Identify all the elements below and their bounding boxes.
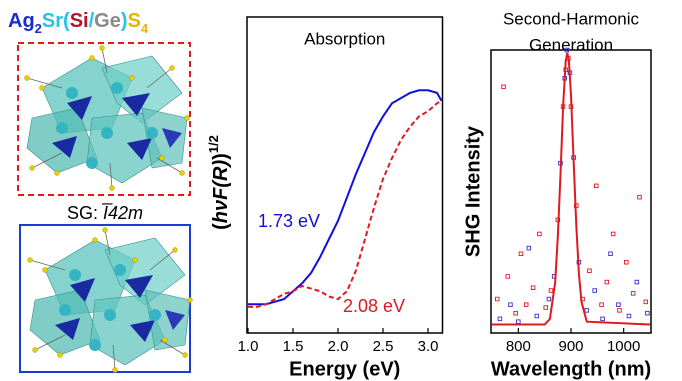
formula-part: S xyxy=(128,10,141,32)
data-point xyxy=(625,260,629,264)
data-point xyxy=(631,292,635,296)
data-point xyxy=(588,269,592,273)
formula-part: 4 xyxy=(141,21,149,36)
data-point xyxy=(609,252,613,256)
x-axis-label: Wavelength (nm) xyxy=(491,358,651,380)
x-tick-label: 2.0 xyxy=(328,338,349,355)
data-point xyxy=(594,184,598,188)
data-point xyxy=(538,232,542,236)
y-axis-label-part: 1/2 xyxy=(206,135,221,153)
space-group: SG: I̅42m xyxy=(67,203,143,223)
x-tick-label: 1.0 xyxy=(238,338,259,355)
space-group-symbol: I̅42m xyxy=(101,203,143,223)
y-axis-label: SHG Intensity xyxy=(462,125,484,257)
data-point xyxy=(544,306,548,310)
space-group-prefix: SG: xyxy=(67,203,98,223)
data-point xyxy=(600,303,604,307)
data-point xyxy=(524,303,528,307)
data-point xyxy=(514,311,518,315)
data-point xyxy=(495,297,499,301)
data-point xyxy=(635,280,639,284)
data-point xyxy=(547,297,551,301)
crystal-image xyxy=(28,228,193,373)
chart-title: Second-Harmonic xyxy=(503,9,640,28)
series-line xyxy=(248,90,442,304)
data-point xyxy=(509,303,513,307)
formula-part: 2 xyxy=(35,21,42,36)
formula-part: Sr xyxy=(42,10,63,32)
data-point xyxy=(502,85,506,89)
page: Ag2Sr(Si/Ge)S4 SG: I̅42m Absorption1.01.… xyxy=(0,0,682,381)
y-axis-label: (hνF(R))1/2 xyxy=(206,135,232,230)
formula-part: Si xyxy=(70,10,89,32)
data-point xyxy=(644,300,648,304)
x-tick-label: 3.0 xyxy=(418,338,439,355)
y-axis-label-part: hνF(R) xyxy=(210,160,232,224)
annotation: 2.08 eV xyxy=(343,296,405,316)
data-point xyxy=(585,309,589,313)
data-point xyxy=(506,275,510,279)
data-point xyxy=(498,317,502,321)
formula-part: Ag xyxy=(8,10,35,32)
data-point xyxy=(638,195,642,199)
formula-part: Ge xyxy=(94,10,121,32)
y-axis-label-part: ) xyxy=(210,153,232,160)
series-line xyxy=(492,53,650,325)
x-tick-label: 1000 xyxy=(607,338,640,355)
x-axis-label: Energy (eV) xyxy=(289,358,400,380)
data-point xyxy=(517,320,521,324)
crystal-image xyxy=(25,46,190,191)
data-point xyxy=(531,286,535,290)
data-point xyxy=(646,311,650,315)
chart-title: Generation xyxy=(529,35,613,54)
x-tick-label: 900 xyxy=(558,338,583,355)
chart-title: Absorption xyxy=(304,29,385,48)
data-point xyxy=(519,252,523,256)
data-point xyxy=(527,246,531,250)
data-point xyxy=(535,314,539,318)
data-point xyxy=(611,232,615,236)
x-tick-label: 2.5 xyxy=(373,338,394,355)
data-point xyxy=(593,289,597,293)
plot-frame xyxy=(247,17,443,333)
data-point xyxy=(618,309,622,313)
annotation: 1.73 eV xyxy=(258,211,320,231)
formula-part: ) xyxy=(121,10,128,32)
data-point xyxy=(627,314,631,318)
data-point xyxy=(617,303,621,307)
figure: Ag2Sr(Si/Ge)S4 SG: I̅42m Absorption1.01.… xyxy=(0,0,682,381)
data-point xyxy=(605,280,609,284)
data-point xyxy=(601,317,605,321)
formula: Ag2Sr(Si/Ge)S4 xyxy=(8,10,149,36)
x-tick-label: 1.5 xyxy=(283,338,304,355)
data-point xyxy=(549,289,553,293)
x-tick-label: 800 xyxy=(506,338,531,355)
